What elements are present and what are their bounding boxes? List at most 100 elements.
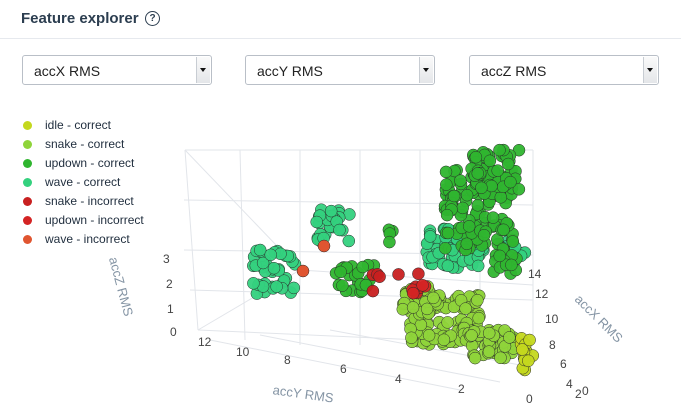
data-point (482, 345, 496, 358)
tick-label: 2 (166, 277, 173, 291)
legend-label: snake - incorrect (45, 194, 134, 208)
data-point (423, 230, 437, 243)
data-point (472, 311, 485, 325)
tick-label: 6 (340, 362, 347, 376)
data-point (506, 235, 520, 248)
data-point (383, 235, 396, 249)
data-point (310, 215, 323, 229)
data-point (333, 223, 346, 237)
help-circle-icon[interactable]: ? (145, 11, 160, 26)
data-point (493, 143, 506, 157)
data-point (427, 291, 440, 305)
data-point (522, 354, 535, 368)
data-point (366, 284, 380, 298)
tick-label: 0 (526, 392, 533, 406)
legend-marker-icon (23, 140, 32, 149)
legend-label: idle - correct (45, 118, 112, 132)
data-point (501, 157, 515, 171)
tick-label: 4 (566, 377, 573, 391)
z-axis-select[interactable]: accZ RMS (469, 55, 659, 85)
data-point (422, 329, 436, 342)
data-point (441, 316, 454, 329)
data-point (392, 268, 405, 281)
data-point (504, 175, 517, 189)
data-point (471, 259, 485, 273)
legend-marker-icon (23, 216, 32, 225)
grid-line (259, 334, 501, 383)
grid-line (184, 149, 199, 331)
data-point (334, 265, 347, 279)
data-point (471, 293, 484, 307)
tick-label: 12 (198, 335, 212, 349)
legend-marker-icon (23, 159, 32, 168)
data-point (465, 329, 478, 342)
legend-marker-icon (23, 235, 32, 244)
data-point (416, 279, 429, 292)
data-point (460, 188, 474, 202)
legend-label: wave - correct (45, 175, 121, 189)
data-point (497, 223, 510, 237)
x-axis-select[interactable]: accX RMS (22, 55, 212, 85)
tick-label: 1 (167, 302, 174, 316)
data-point (373, 270, 386, 283)
grid-line (239, 149, 246, 341)
page-title: Feature explorer (21, 10, 139, 27)
data-point (491, 164, 504, 177)
chevron-down-icon[interactable] (643, 57, 657, 83)
y-axis-label: accY RMS (272, 382, 335, 405)
y-axis-ticks: 12 10 8 6 4 2 0 (198, 335, 533, 406)
data-point (440, 208, 454, 222)
data-point (475, 181, 488, 195)
tick-label: 12 (535, 287, 549, 301)
legend-label: snake - correct (45, 137, 125, 151)
data-point (440, 178, 453, 191)
y-axis-select[interactable]: accY RMS (245, 55, 435, 85)
data-point (324, 204, 338, 218)
legend-label: updown - correct (45, 156, 135, 170)
tick-label: 0 (170, 325, 177, 339)
data-point (336, 279, 349, 292)
tick-label: 3 (163, 252, 170, 266)
data-point (483, 154, 497, 168)
tick-label: 0 (582, 384, 589, 398)
legend-label: updown - incorrect (45, 213, 144, 227)
data-point (267, 261, 281, 275)
x-axis-select-value: accX RMS (34, 63, 101, 79)
data-points (247, 143, 540, 377)
tick-label: 14 (528, 267, 542, 281)
data-point (477, 228, 491, 242)
y-axis-select-value: accY RMS (257, 63, 323, 79)
data-point (270, 280, 283, 293)
data-point (420, 302, 434, 316)
data-point (296, 264, 310, 278)
tick-label: 2 (458, 382, 465, 396)
z-axis-ticks: 0 1 2 3 (163, 252, 177, 339)
data-point (494, 191, 508, 204)
tick-label: 2 (575, 387, 582, 401)
data-point (462, 220, 476, 233)
z-axis-label: accZ RMS (106, 255, 136, 318)
data-point (523, 333, 536, 347)
data-point (456, 201, 469, 215)
data-point (256, 256, 270, 270)
data-point (516, 343, 529, 356)
chevron-down-icon[interactable] (419, 57, 433, 83)
data-point (405, 331, 418, 345)
data-point (441, 259, 455, 273)
chevron-down-icon[interactable] (196, 57, 210, 83)
tick-label: 8 (284, 353, 291, 367)
data-point (503, 331, 516, 344)
x-axis-ticks: 14 12 10 86 42 0 (528, 267, 589, 401)
data-point (253, 243, 267, 257)
grid-line (209, 339, 461, 391)
data-point (406, 301, 420, 314)
data-point (247, 277, 260, 290)
tick-label: 10 (236, 345, 250, 359)
data-point (406, 286, 420, 300)
z-axis-select-value: accZ RMS (481, 63, 547, 79)
data-point (486, 211, 500, 224)
data-point (264, 248, 277, 262)
legend-label: wave - incorrect (45, 232, 130, 246)
data-point (454, 174, 467, 187)
